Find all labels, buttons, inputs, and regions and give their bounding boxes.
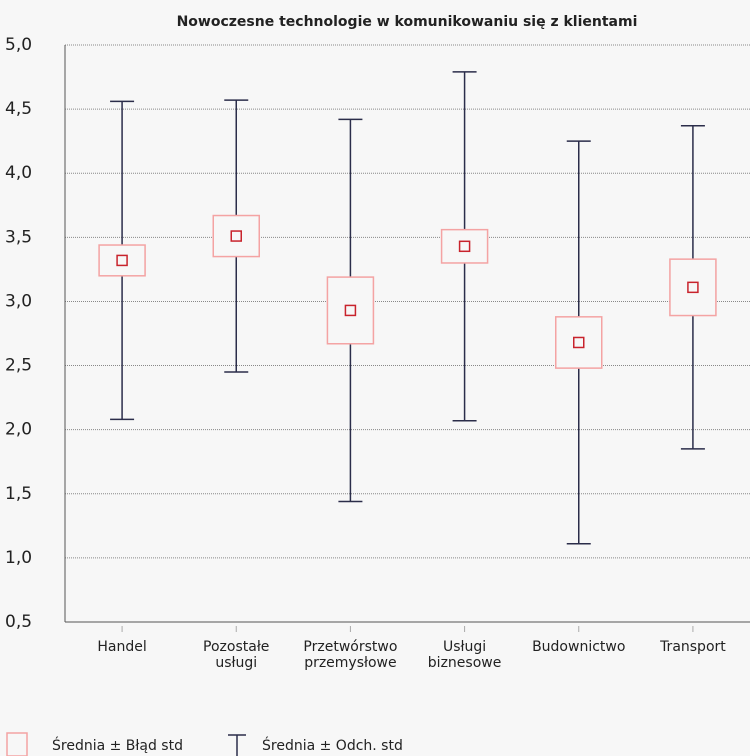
chart-title: Nowoczesne technologie w komunikowaniu s… xyxy=(177,14,638,30)
x-tick-label: Pozostałe usługi xyxy=(203,639,269,671)
mean-marker xyxy=(687,281,699,294)
mean-marker xyxy=(116,254,128,267)
x-tick-label: Handel xyxy=(97,639,146,655)
y-tick-label: 2,0 xyxy=(5,420,32,440)
mean-marker xyxy=(458,240,471,253)
y-tick-label: 4,0 xyxy=(5,163,32,183)
legend-box-icon xyxy=(6,732,28,756)
x-tick-label: Transport xyxy=(659,639,726,655)
y-tick-label: 0,5 xyxy=(5,612,32,632)
mean-marker xyxy=(573,336,585,349)
x-tick-label: Budownictwo xyxy=(532,639,625,655)
mean-marker xyxy=(230,230,242,242)
y-tick-label: 4,5 xyxy=(5,99,32,119)
y-tick-label: 2,5 xyxy=(5,356,32,376)
y-tick-label: 3,5 xyxy=(5,227,32,247)
x-tick-label: Usługi biznesowe xyxy=(428,639,502,671)
y-tick-label: 3,0 xyxy=(5,291,32,311)
legend-label: Średnia ± Odch. std xyxy=(262,736,403,754)
mean-marker xyxy=(344,304,357,317)
legend-label: Średnia ± Błąd std xyxy=(52,736,183,754)
y-tick-label: 1,5 xyxy=(5,484,32,504)
x-tick-label: Przetwórstwo przemysłowe xyxy=(303,639,397,671)
y-tick-label: 1,0 xyxy=(5,548,32,568)
y-tick-label: 5,0 xyxy=(5,35,32,55)
